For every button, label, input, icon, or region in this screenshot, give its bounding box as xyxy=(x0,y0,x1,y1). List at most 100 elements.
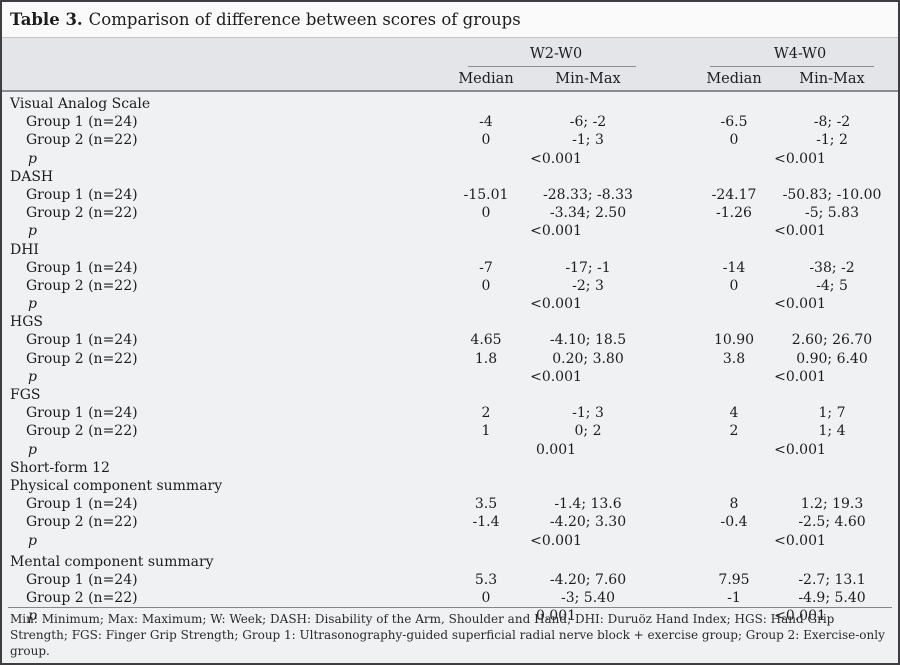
table-row: Group 2 (n=22) -1.4 -4.20; 3.30 -0.4 -2.5; 4… xyxy=(2,513,898,531)
w2-minmax-value: -3; 5.40 xyxy=(561,590,615,607)
w2-minmax-value: -6; -2 xyxy=(569,114,607,131)
table-row: Group 1 (n=24) -4 -6; -2 -6.5 -8; -2 xyxy=(2,113,898,131)
w2-median-value: -15.01 xyxy=(463,186,509,203)
w4-minmax-header: Min-Max xyxy=(799,71,865,87)
w2-median-value: 0 xyxy=(481,205,491,222)
w2-p-value: <0.001 xyxy=(530,532,582,549)
w4-p-value: <0.001 xyxy=(774,150,826,167)
w4-minmax-value: -2.7; 13.1 xyxy=(798,571,866,588)
w4-median-value: -14 xyxy=(722,259,746,276)
table-number: Table 3. xyxy=(10,10,83,29)
w4-minmax-value: -4.9; 5.40 xyxy=(798,590,866,607)
p-value-row: p <0.001 <0.001 xyxy=(2,532,898,550)
table-caption: Comparison of difference between scores … xyxy=(88,10,521,29)
w4-median-value: -24.17 xyxy=(711,186,757,203)
w4-median-value: 4 xyxy=(729,405,739,422)
w2-median-value: 3.5 xyxy=(474,496,498,513)
table-row: Group 1 (n=24) 3.5 -1.4; 13.6 8 1.2; 19.3 xyxy=(2,495,898,513)
table-row: Group 1 (n=24) 4.65 -4.10; 18.5 10.90 2.60; … xyxy=(2,331,898,349)
row-label: Group 2 (n=22) xyxy=(26,423,138,440)
w4-p-value: <0.001 xyxy=(774,223,826,240)
p-label: p xyxy=(28,150,37,167)
w2-minmax-value: 0; 2 xyxy=(574,423,602,440)
section-header-row: Short-form 12 xyxy=(2,459,898,477)
section-header-row: Mental component summary xyxy=(2,553,898,571)
section-label: FGS xyxy=(10,387,41,403)
w4-p-value: <0.001 xyxy=(774,368,826,385)
w2-median-value: 5.3 xyxy=(474,571,498,588)
w4-minmax-value: -1; 2 xyxy=(816,132,848,149)
w4-minmax-value: -5; 5.83 xyxy=(805,205,859,222)
w2-minmax-value: -4.20; 7.60 xyxy=(549,571,627,588)
w2-minmax-value: -2; 3 xyxy=(572,277,604,294)
w2-p-value: 0.001 xyxy=(535,441,577,458)
w4-minmax-value: 1; 4 xyxy=(818,423,846,440)
w4-minmax-value: -50.83; -10.00 xyxy=(782,186,882,203)
w2-p-value: <0.001 xyxy=(530,296,582,313)
section-label: Physical component summary xyxy=(10,477,223,494)
row-label: Group 2 (n=22) xyxy=(26,277,138,294)
w4-p-value: <0.001 xyxy=(774,608,826,625)
table-row: Group 1 (n=24) -15.01 -28.33; -8.33 -24.17 -… xyxy=(2,186,898,204)
column-header-band: W2-W0 W4-W0 Median Min-Max Median Min-Ma… xyxy=(2,38,898,92)
section-header-row: HGS xyxy=(2,313,898,331)
w4-minmax-value: -2.5; 4.60 xyxy=(798,514,866,531)
w2-minmax-header: Min-Max xyxy=(555,71,621,87)
w2-p-value: 0.001 xyxy=(535,608,577,625)
w4-minmax-value: 0.90; 6.40 xyxy=(796,350,868,367)
w4-p-value: <0.001 xyxy=(774,296,826,313)
section-label: Mental component summary xyxy=(10,553,214,570)
w2-median-value: 0 xyxy=(481,132,491,149)
row-label: Group 2 (n=22) xyxy=(26,590,138,607)
table-footnote: Min: Minimum; Max: Maximum; W: Week; DAS… xyxy=(8,607,892,663)
w2-minmax-value: -28.33; -8.33 xyxy=(543,186,633,203)
w4-p-value: <0.001 xyxy=(774,441,826,458)
w4-p-value: <0.001 xyxy=(774,532,826,549)
section-header-row: Visual Analog Scale xyxy=(2,95,898,113)
p-value-row: p 0.001 <0.001 xyxy=(2,607,898,625)
w2-median-value: 1 xyxy=(481,423,491,440)
w4-median-value: 10.90 xyxy=(713,332,755,349)
w4-minmax-value: 1; 7 xyxy=(818,405,846,422)
w4-median-value: 7.95 xyxy=(718,571,750,588)
w4-median-value: -0.4 xyxy=(720,514,748,531)
w2-minmax-value: -4.10; 18.5 xyxy=(549,332,627,349)
w4-median-value: 0 xyxy=(729,277,739,294)
table-row: Group 1 (n=24) 5.3 -4.20; 7.60 7.95 -2.7; 13… xyxy=(2,571,898,589)
table-row: Group 2 (n=22) 0 -2; 3 0 -4; 5 xyxy=(2,277,898,295)
table-row: Group 2 (n=22) 0 -3; 5.40 -1 -4.9; 5.40 xyxy=(2,589,898,607)
w4-minmax-value: -8; -2 xyxy=(813,114,851,131)
row-label: Group 2 (n=22) xyxy=(26,514,138,531)
w2-median-header: Median xyxy=(458,71,514,87)
section-label: DHI xyxy=(10,241,39,258)
p-value-row: p <0.001 <0.001 xyxy=(2,150,898,168)
w2-w0-underline xyxy=(468,66,636,67)
table-row: Group 2 (n=22) 1.8 0.20; 3.80 3.8 0.90; 6.40 xyxy=(2,350,898,368)
group-header-row: W2-W0 W4-W0 xyxy=(2,43,898,67)
w2-minmax-value: 0.20; 3.80 xyxy=(552,350,624,367)
w2-median-value: -7 xyxy=(479,259,493,276)
table-row: Group 2 (n=22) 0 -1; 3 0 -1; 2 xyxy=(2,131,898,149)
w4-median-value: -6.5 xyxy=(720,114,748,131)
p-label: p xyxy=(28,608,37,625)
w4-median-value: -1.26 xyxy=(716,205,752,222)
section-header-row: FGS xyxy=(2,386,898,404)
w2-p-value: <0.001 xyxy=(530,223,582,240)
w4-minmax-value: 2.60; 26.70 xyxy=(791,332,873,349)
p-label: p xyxy=(28,296,37,313)
w2-p-value: <0.001 xyxy=(530,150,582,167)
w2-w0-header: W2-W0 xyxy=(454,43,658,67)
section-header-row: DASH xyxy=(2,168,898,186)
p-value-row: p 0.001 <0.001 xyxy=(2,441,898,459)
w2-median-value: 4.65 xyxy=(470,332,502,349)
section-label: Short-form 12 xyxy=(10,459,110,476)
w4-minmax-value: -4; 5 xyxy=(816,277,848,294)
w4-w0-underline xyxy=(710,66,874,67)
w4-median-value: 8 xyxy=(729,496,739,513)
w2-w0-label: W2-W0 xyxy=(529,46,583,62)
table-row: Group 1 (n=24) 2 -1; 3 4 1; 7 xyxy=(2,404,898,422)
w2-median-value: -1.4 xyxy=(472,514,500,531)
p-label: p xyxy=(28,368,37,385)
w2-minmax-value: -4.20; 3.30 xyxy=(549,514,627,531)
section-label: HGS xyxy=(10,314,43,331)
